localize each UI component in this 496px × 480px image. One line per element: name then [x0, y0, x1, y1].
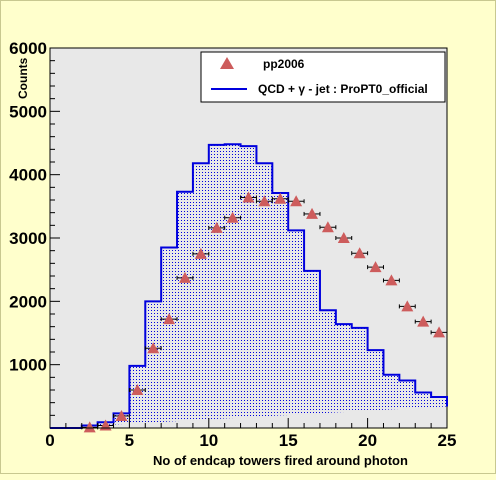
- triangle-marker: [147, 342, 160, 354]
- y-tick-label: 4000: [9, 166, 47, 185]
- triangle-marker: [274, 192, 287, 204]
- triangle-marker: [258, 195, 271, 207]
- data-point: [176, 271, 194, 283]
- y-axis-label: Counts: [16, 57, 30, 99]
- legend-marker-pp2006: [220, 57, 234, 69]
- triangle-marker: [242, 191, 255, 203]
- data-point: [160, 313, 178, 325]
- x-tick-label: 25: [438, 431, 457, 450]
- y-tick-label: 6000: [9, 39, 47, 58]
- triangle-marker: [401, 300, 414, 312]
- triangle-marker: [83, 421, 96, 433]
- triangle-marker: [306, 207, 319, 219]
- data-point: [398, 300, 416, 312]
- data-point: [430, 326, 448, 338]
- legend-box: [200, 51, 446, 103]
- triangle-marker: [163, 313, 176, 325]
- y-tick-label: 3000: [9, 229, 47, 248]
- triangle-marker: [353, 247, 366, 259]
- data-point: [287, 195, 305, 207]
- data-point: [414, 315, 432, 327]
- triangle-marker: [178, 271, 191, 283]
- triangle-marker: [337, 232, 350, 243]
- data-point: [382, 274, 400, 286]
- data-point: [271, 192, 289, 204]
- data-point: [128, 384, 146, 395]
- x-tick-label: 0: [45, 431, 54, 450]
- data-point: [335, 232, 353, 243]
- triangle-marker: [115, 409, 128, 421]
- data-point: [240, 191, 257, 203]
- triangle-marker: [321, 221, 334, 233]
- triangle-marker: [194, 247, 207, 259]
- data-point: [319, 221, 337, 233]
- x-axis-label: No of endcap towers fired around photon: [153, 453, 408, 468]
- x-tick-label: 20: [358, 431, 377, 450]
- legend-label-pp2006: pp2006: [263, 57, 305, 71]
- data-point: [113, 409, 130, 421]
- histogram-layer: [50, 143, 448, 429]
- y-tick-label: 1000: [9, 356, 47, 375]
- y-tick-label: 2000: [9, 292, 47, 311]
- triangle-marker: [226, 211, 239, 223]
- data-point: [303, 207, 321, 219]
- triangle-marker: [290, 195, 303, 207]
- triangle-marker: [131, 384, 144, 395]
- triangle-marker: [385, 274, 398, 286]
- legend: pp2006 QCD + γ - jet : ProPT0_official: [200, 51, 446, 103]
- x-tick-label: 5: [125, 431, 134, 450]
- triangle-marker: [369, 261, 382, 273]
- triangle-marker: [417, 315, 430, 327]
- legend-label-qcd: QCD + γ - jet : ProPT0_official: [258, 82, 428, 96]
- data-point: [144, 342, 162, 354]
- x-tick-label: 15: [279, 431, 298, 450]
- triangle-marker: [433, 326, 446, 338]
- data-point: [351, 247, 369, 259]
- data-point: [224, 211, 242, 223]
- histogram-fill: [50, 144, 447, 428]
- axes-layer: 0 5 10 15 20 25 1000 2000 3000 4000 5000 6000: [9, 39, 456, 450]
- y-tick-label: 5000: [9, 102, 47, 121]
- data-point: [208, 221, 226, 233]
- data-point: [367, 261, 384, 273]
- x-tick-label: 10: [199, 431, 218, 450]
- histogram-line: [50, 143, 448, 429]
- data-point: [192, 247, 210, 259]
- triangle-marker: [210, 221, 223, 233]
